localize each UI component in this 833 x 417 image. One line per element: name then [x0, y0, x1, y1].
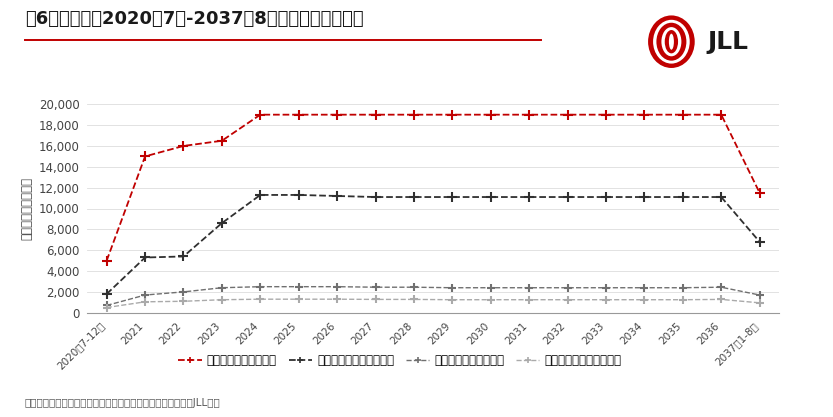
Y-axis label: 收入（人民币万元）: 收入（人民币万元） [20, 177, 33, 240]
Ellipse shape [648, 15, 695, 68]
Legend: 集中供热收入（居民）, 集中供热收入（非居民）, 燃气供热收入（居民）, 燃气供热收入（非居民）: 集中供热收入（居民）, 集中供热收入（非居民）, 燃气供热收入（居民）, 燃气供… [174, 349, 626, 372]
Ellipse shape [665, 30, 678, 53]
Text: 来源：北京新城热力公司官网，北清环能重大资产购买公告，JLL分析: 来源：北京新城热力公司官网，北清环能重大资产购买公告，JLL分析 [25, 398, 221, 408]
Text: JLL: JLL [707, 30, 749, 54]
Ellipse shape [656, 23, 686, 61]
Ellipse shape [653, 20, 690, 64]
Ellipse shape [661, 27, 681, 56]
Text: 图6：新城热力2020年7月-2037年8月供热收入预测情况: 图6：新城热力2020年7月-2037年8月供热收入预测情况 [25, 10, 364, 28]
Ellipse shape [669, 34, 674, 50]
